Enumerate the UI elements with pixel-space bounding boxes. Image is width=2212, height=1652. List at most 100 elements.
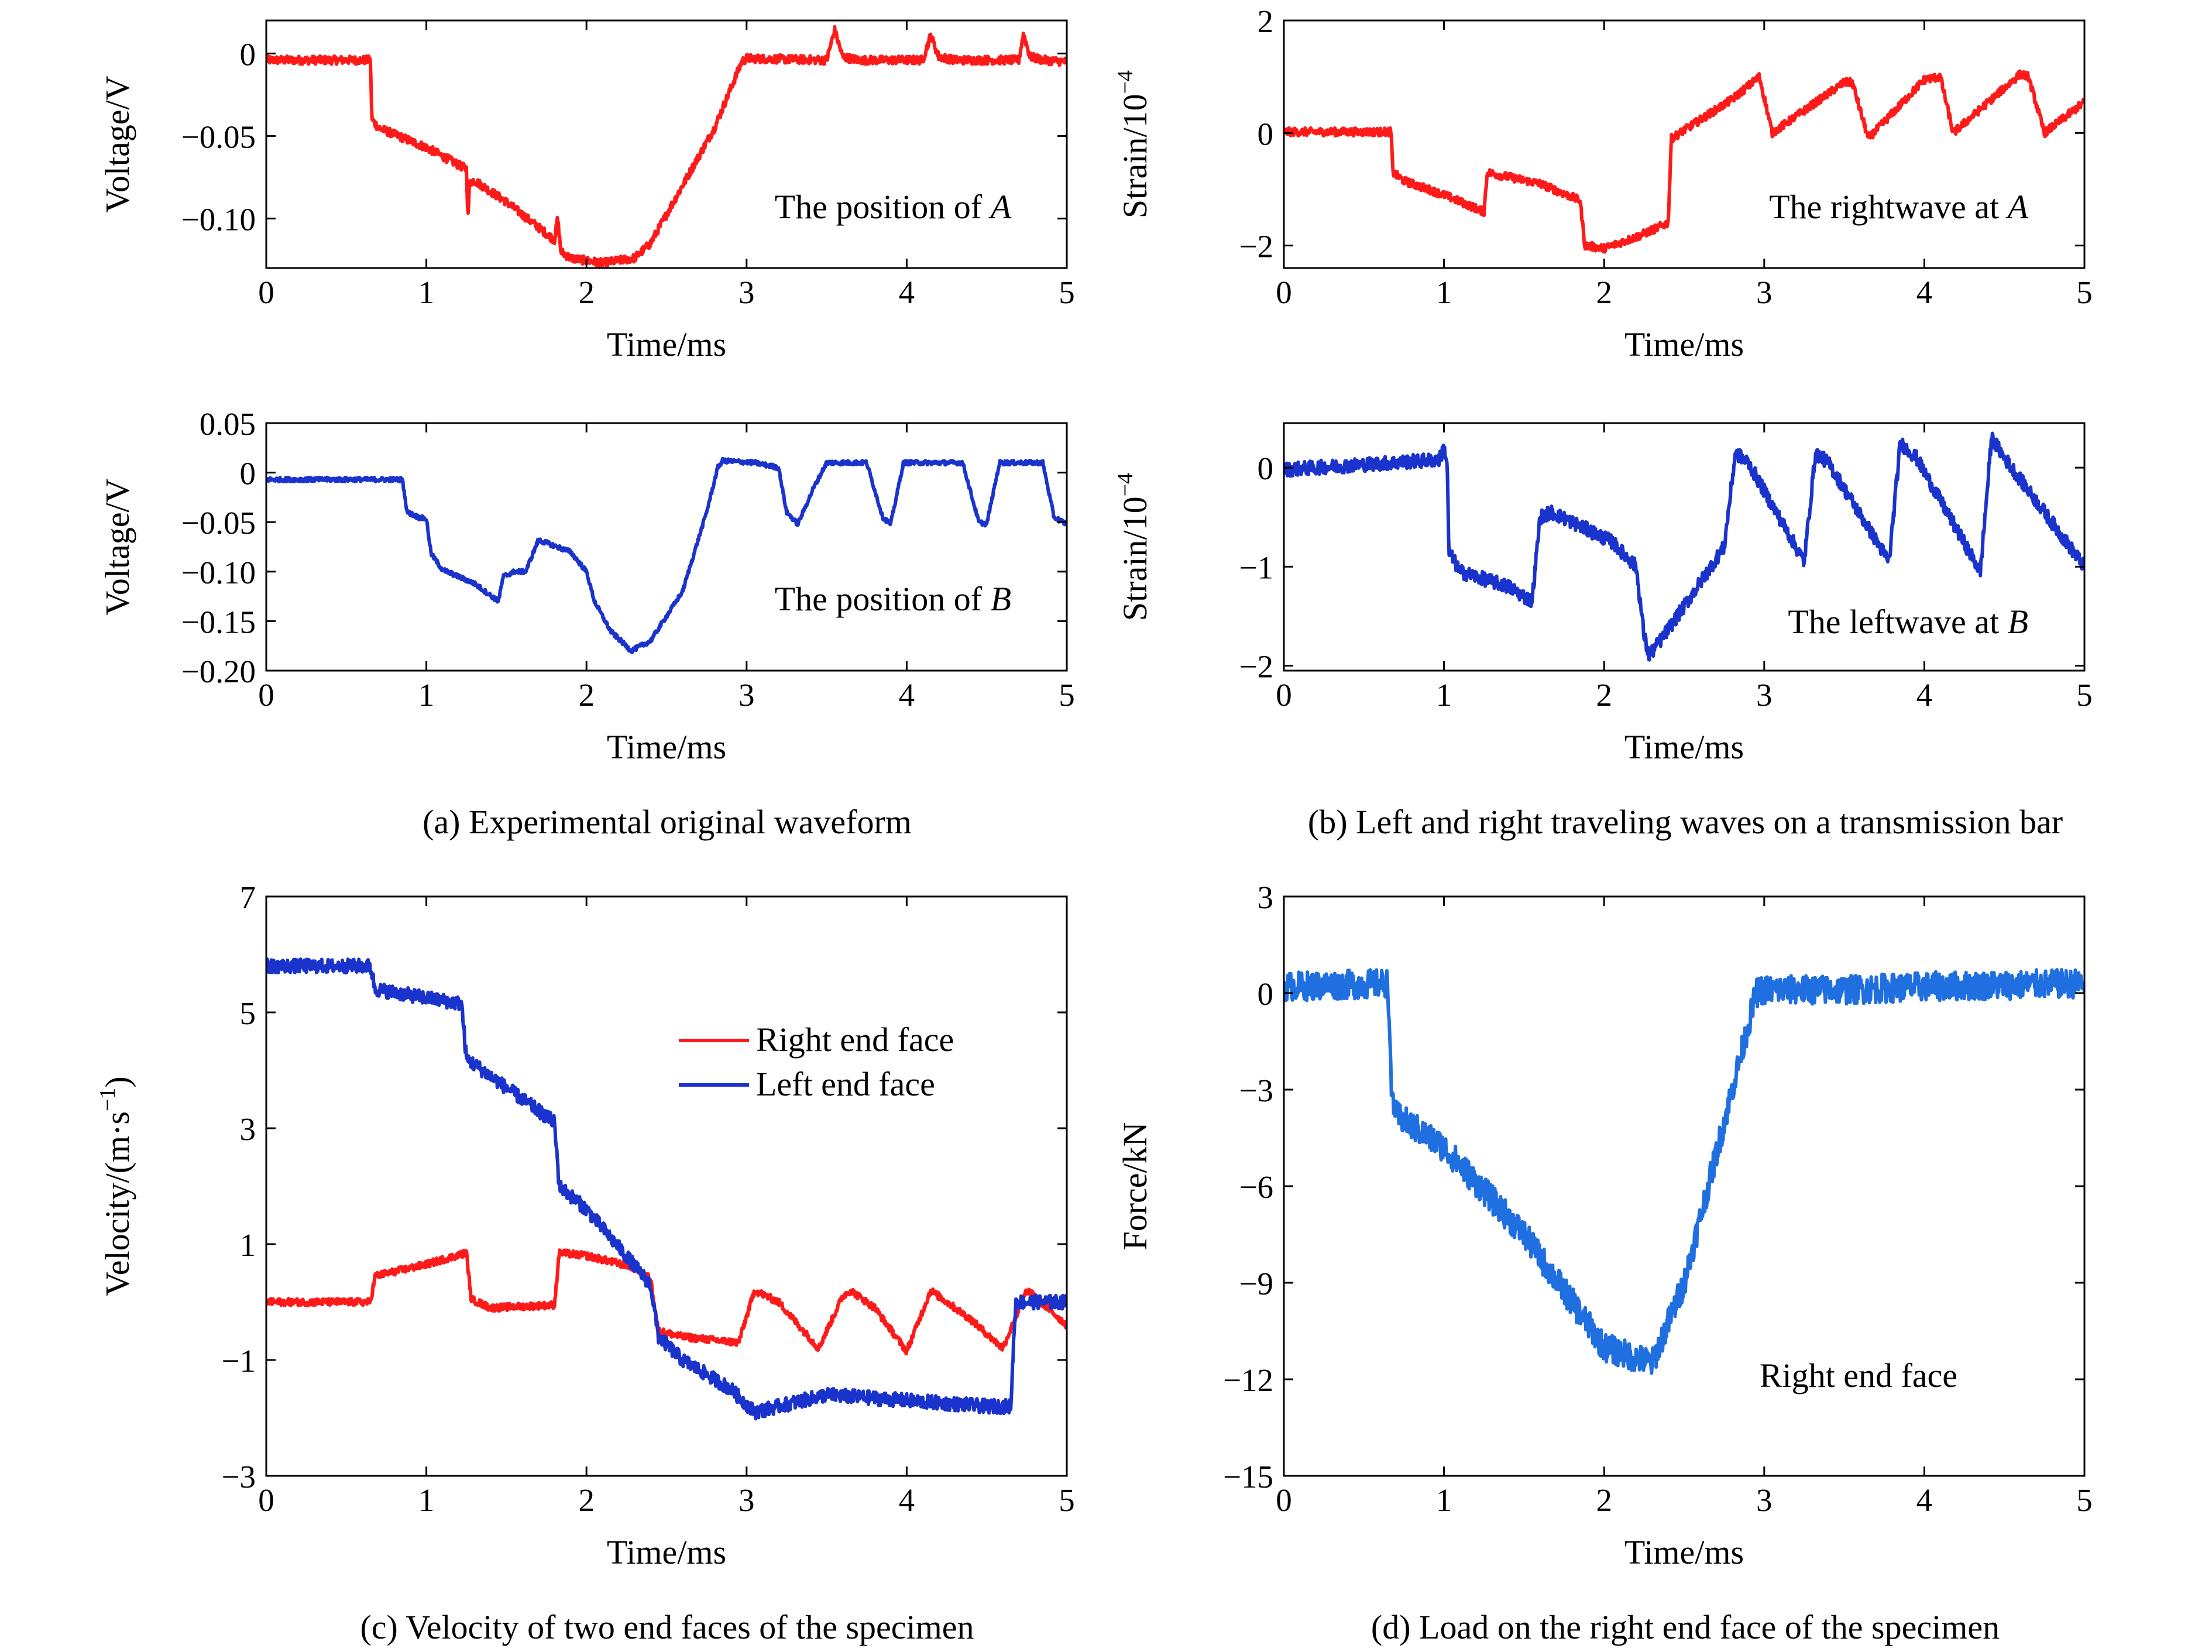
x-tick-label: 3 xyxy=(1756,1482,1773,1518)
x-tick-label: 3 xyxy=(739,274,755,310)
y-axis-label: Velocity/(m·s−1) xyxy=(95,1076,136,1296)
x-tick-label: 4 xyxy=(1916,274,1933,310)
x-tick-label: 4 xyxy=(1916,1482,1933,1518)
x-tick-label: 0 xyxy=(1276,274,1292,310)
annotation-variable: B xyxy=(991,580,1011,618)
annotation: The leftwave at B xyxy=(1788,603,2028,641)
y-axis-label: Force/kN xyxy=(1116,1122,1154,1250)
y-axis-label-text: Force/kN xyxy=(1116,1122,1154,1250)
panel-a2: 0 1 2 3 4 5 0.05 0 −0.05 −0.10 −0.15 −0.20 Time/ms Vo… xyxy=(98,406,1075,766)
series-line-a1-0 xyxy=(266,25,1067,268)
x-tick-label: 5 xyxy=(2076,677,2093,713)
y-axis-label-text: Voltage/V xyxy=(98,75,136,212)
annotation: The position of B xyxy=(775,580,1011,618)
y-tick-label: −1 xyxy=(221,1343,256,1379)
x-axis-label: Time/ms xyxy=(1624,1533,1744,1571)
x-tick-label: 1 xyxy=(1436,274,1452,310)
y-tick-label: −6 xyxy=(1239,1169,1273,1205)
y-tick-label: 0 xyxy=(1258,116,1274,152)
series-line-left-end-face xyxy=(266,957,1067,1421)
plot-frame xyxy=(1283,19,2086,269)
y-tick-label: −0.05 xyxy=(181,505,256,541)
y-tick-label: 7 xyxy=(240,880,256,915)
y-axis-label-text: Velocity/(m·s xyxy=(98,1111,136,1296)
annotation-text: The leftwave at xyxy=(1788,603,2007,641)
series-line-d-0 xyxy=(1284,968,2084,1375)
x-tick-label: 0 xyxy=(1276,1482,1292,1518)
x-tick-label: 5 xyxy=(1059,677,1075,713)
y-tick-label: −12 xyxy=(1223,1362,1273,1398)
x-tick-label: 1 xyxy=(418,1482,435,1518)
y-axis-label: Voltage/V xyxy=(98,75,136,212)
y-axis-label-superscript: −4 xyxy=(1113,70,1138,94)
y-tick-label: −0.05 xyxy=(181,119,256,154)
x-tick-label: 3 xyxy=(1756,677,1773,713)
annotation-variable: A xyxy=(988,188,1012,226)
y-axis-label-text: Strain/10 xyxy=(1116,94,1154,218)
panel-b2: 0 1 2 3 4 5 0 −1 −2 Time/ms Strain/10−4 The leftwav… xyxy=(1113,422,2093,766)
x-tick-label: 2 xyxy=(1596,1482,1612,1518)
y-tick-label: 5 xyxy=(240,995,256,1031)
x-tick-label: 4 xyxy=(899,677,915,713)
x-tick-label: 3 xyxy=(739,677,755,713)
annotation-text: The rightwave at xyxy=(1769,188,2007,226)
x-tick-label: 5 xyxy=(1059,1482,1075,1518)
series-line-b2-0 xyxy=(1284,431,2084,662)
x-tick-label: 1 xyxy=(1436,677,1452,713)
panel-c: 0 1 2 3 4 57531−1−3Time/msVelocity/(m·s−1)Rig… xyxy=(95,880,1075,1571)
panel-a1: 0 1 2 3 4 5 0 −0.05 −0.10 Time/ms Voltage/V The pos… xyxy=(98,19,1075,363)
x-axis-label: Time/ms xyxy=(1624,325,1744,363)
x-tick-label: 2 xyxy=(578,1482,595,1518)
x-tick-label: 0 xyxy=(258,274,274,310)
y-tick-label: −0.10 xyxy=(181,555,256,590)
annotation: The rightwave at A xyxy=(1769,188,2028,226)
y-tick-label: 0 xyxy=(1258,451,1274,486)
panel-d: 0 1 2 3 4 5 3 0 −3 −6 −9 −12 −15 Time/ms Force/kN Right… xyxy=(1116,880,2093,1571)
y-tick-label: 0 xyxy=(240,456,256,492)
x-tick-label: 0 xyxy=(258,1482,274,1518)
x-tick-label: 5 xyxy=(2076,1482,2093,1518)
y-tick-label: 2 xyxy=(1258,4,1274,39)
x-tick-label: 3 xyxy=(739,1482,755,1518)
legend-label: Left end face xyxy=(756,1065,935,1103)
y-tick-label: 3 xyxy=(240,1111,256,1147)
x-tick-label: 1 xyxy=(418,677,435,713)
plot-frame xyxy=(265,895,1068,1477)
caption-c: (c) Velocity of two end faces of the spe… xyxy=(360,1608,974,1646)
y-tick-label: −2 xyxy=(1239,229,1273,265)
x-tick-label: 0 xyxy=(1276,677,1292,713)
y-tick-label: −1 xyxy=(1239,549,1273,585)
y-tick-label: −9 xyxy=(1239,1266,1273,1301)
annotation-variable: B xyxy=(2008,603,2028,641)
plot-frame xyxy=(1283,422,2086,672)
x-axis-label: Time/ms xyxy=(607,1533,726,1571)
y-axis-label: Strain/10−4 xyxy=(1113,473,1154,621)
annotation: The position of A xyxy=(775,188,1012,226)
x-tick-label: 1 xyxy=(418,274,435,310)
x-axis-label: Time/ms xyxy=(607,325,726,363)
annotation: Right end face xyxy=(1760,1356,1957,1395)
y-tick-label: −3 xyxy=(1239,1073,1273,1108)
x-tick-label: 4 xyxy=(1916,677,1933,713)
caption-b: (b) Left and right traveling waves on a … xyxy=(1308,803,2063,841)
y-tick-label: 3 xyxy=(1258,880,1274,915)
legend-label: Right end face xyxy=(756,1021,954,1059)
x-axis-label: Time/ms xyxy=(607,728,726,766)
plot-frame xyxy=(265,422,1068,672)
annotation-variable: A xyxy=(2005,188,2029,226)
y-tick-label: 0.05 xyxy=(200,406,256,442)
series-line-b1-0 xyxy=(1284,69,2084,254)
x-tick-label: 2 xyxy=(578,677,595,713)
y-axis-label-text: Voltage/V xyxy=(98,478,136,615)
plot-frame xyxy=(265,19,1068,269)
y-tick-label: −0.20 xyxy=(181,654,256,689)
series-line-a2-0 xyxy=(266,456,1067,654)
series-line-right-end-face xyxy=(266,1248,1067,1356)
y-tick-label: 0 xyxy=(1258,976,1274,1012)
caption-d: (d) Load on the right end face of the sp… xyxy=(1371,1608,2000,1646)
y-axis-label: Strain/10−4 xyxy=(1113,70,1154,218)
y-tick-label: −3 xyxy=(221,1459,256,1495)
y-tick-label: −0.10 xyxy=(181,201,256,237)
annotation-text: The position of xyxy=(775,188,991,226)
